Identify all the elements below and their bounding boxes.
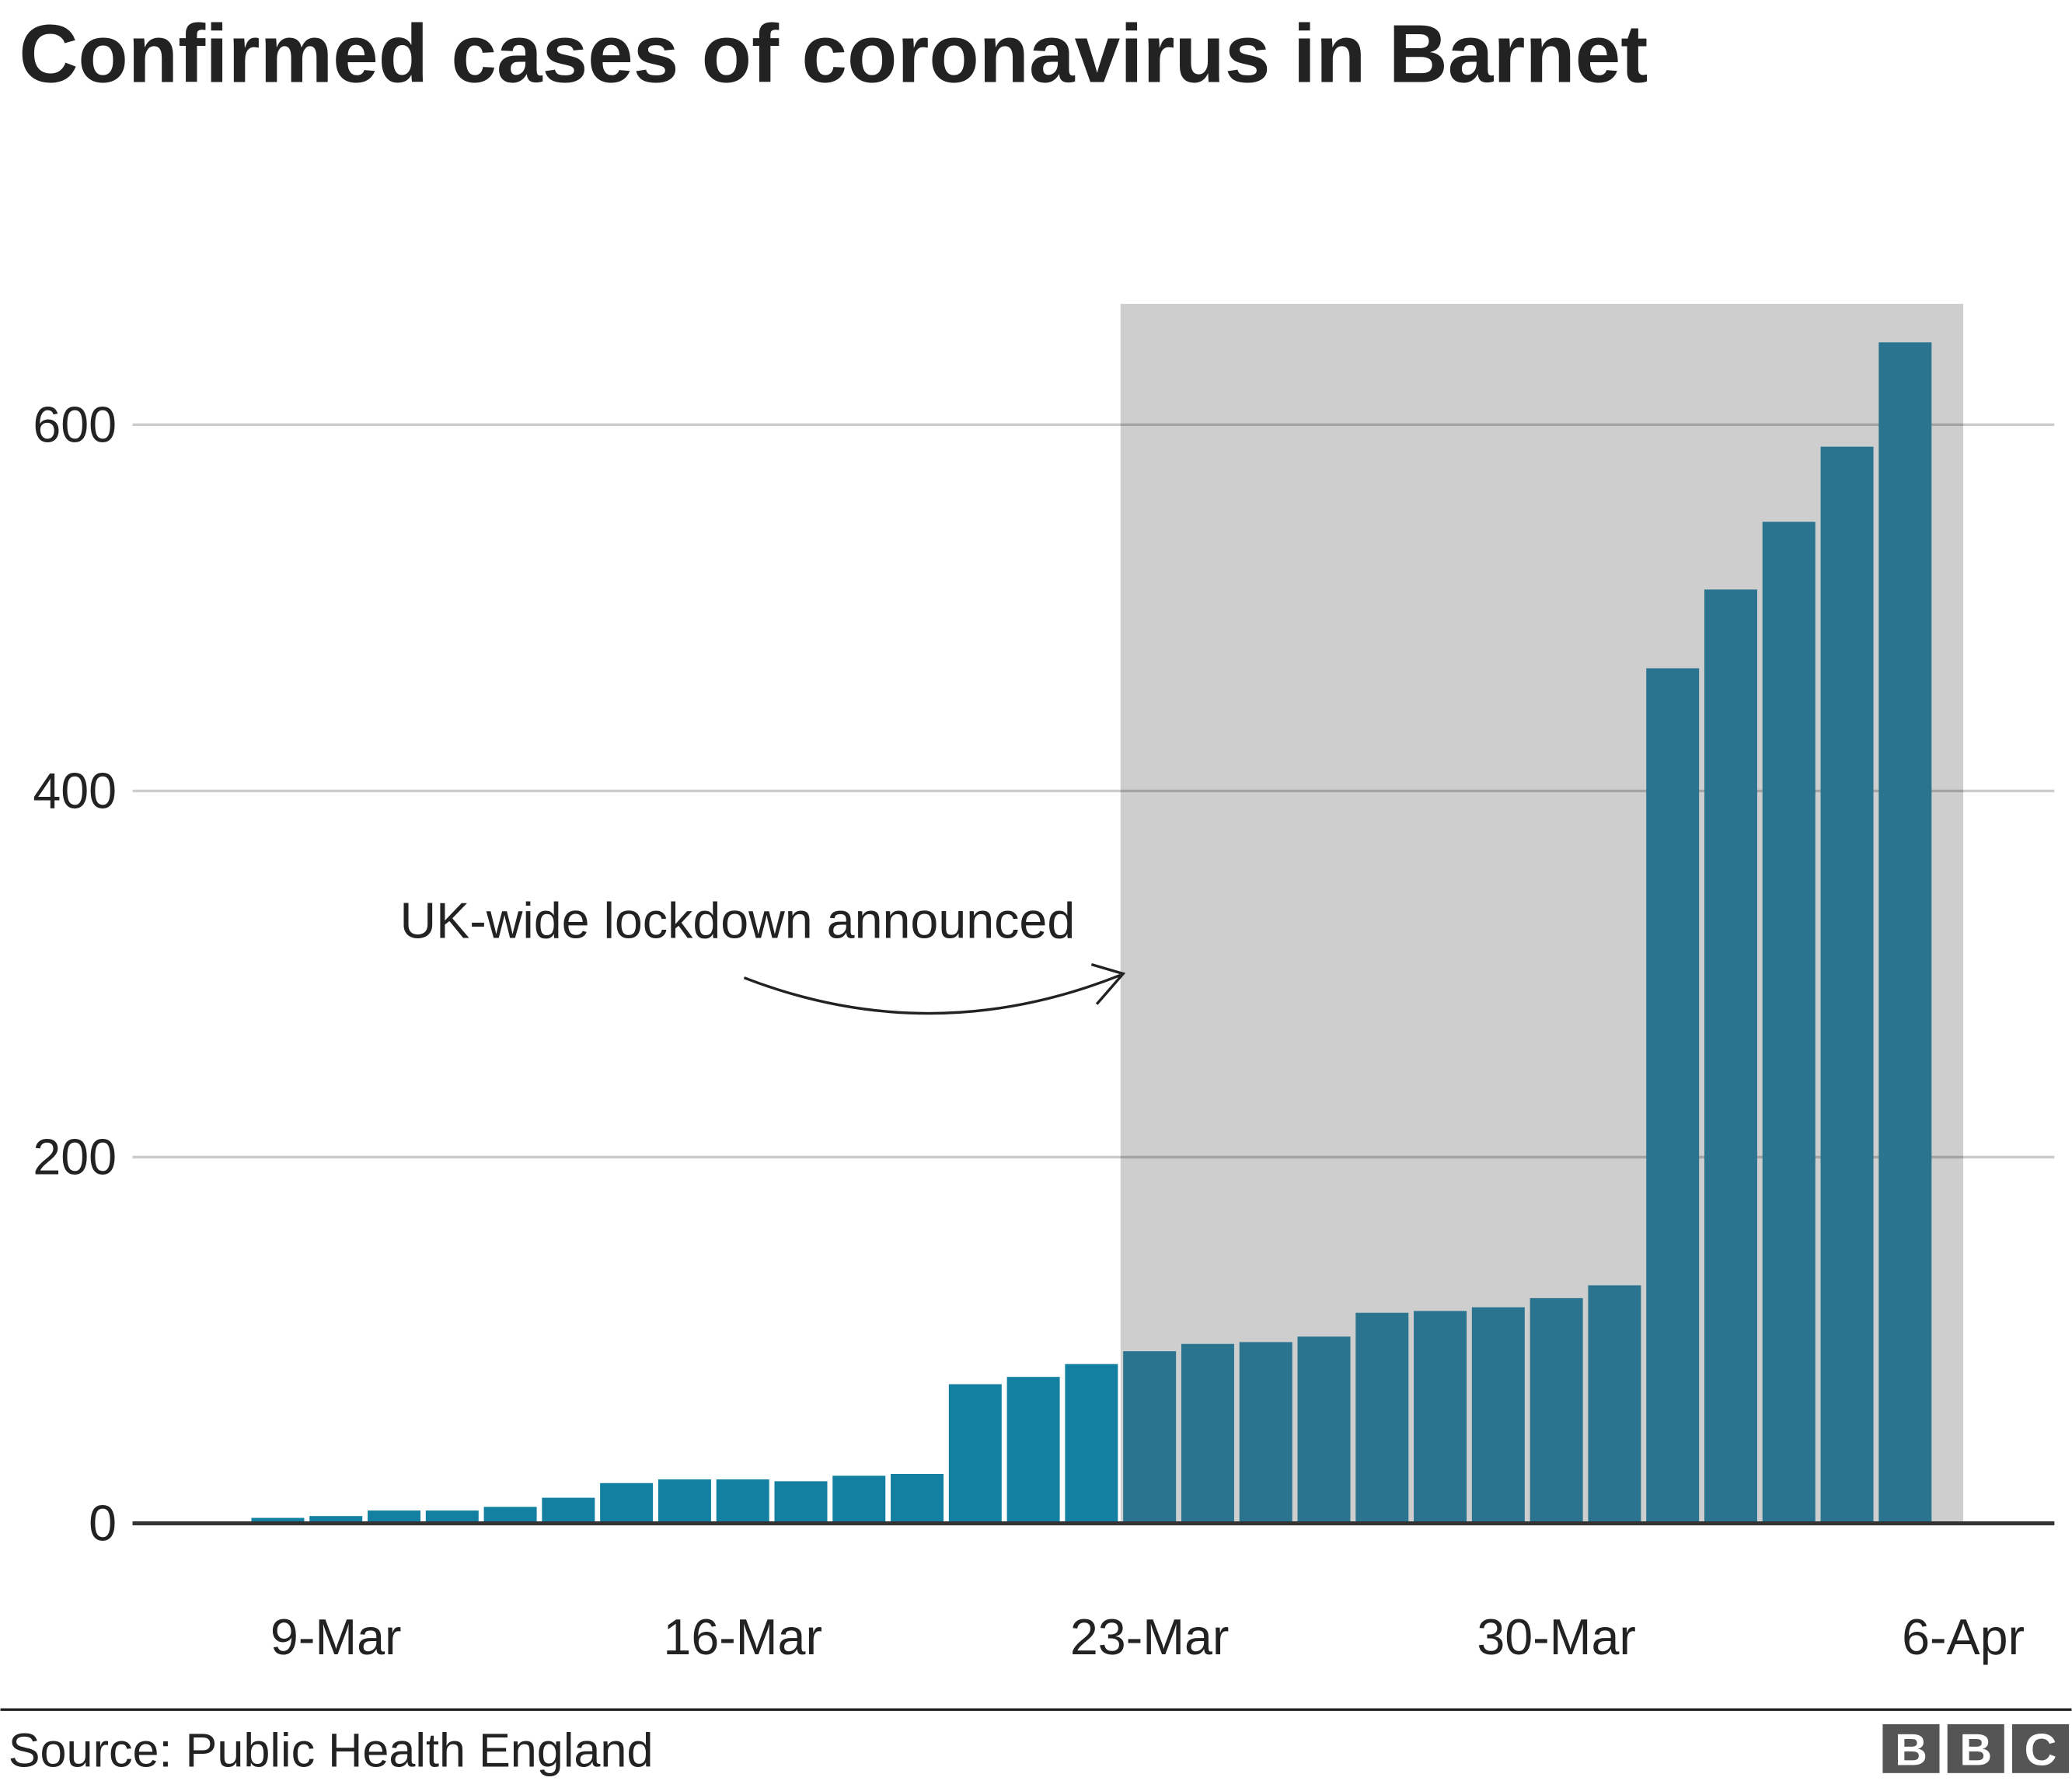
bar: [832, 1475, 886, 1524]
bar: [542, 1497, 595, 1524]
logo-letter: B: [1895, 1726, 1927, 1776]
annotation: UK-wide lockdown announced: [400, 893, 1076, 949]
y-tick-label: 400: [33, 763, 117, 819]
bar: [309, 1516, 363, 1524]
bar: [1820, 446, 1874, 1524]
bar: [1471, 1307, 1525, 1524]
bar: [1530, 1297, 1583, 1524]
bar: [1297, 1336, 1351, 1524]
bar: [600, 1482, 654, 1524]
bar: [1006, 1377, 1060, 1524]
bar: [948, 1384, 1002, 1524]
bar: [483, 1507, 537, 1524]
logo-block: [1947, 1723, 2004, 1773]
bar: [1878, 342, 1932, 1524]
bar: [1181, 1343, 1234, 1524]
bar: [716, 1479, 769, 1524]
bar: [774, 1481, 828, 1524]
x-tick-label: 6-Apr: [1902, 1609, 2025, 1665]
bar: [1704, 589, 1757, 1524]
chart-title: Confirmed cases of coronavirus in Barnet: [19, 9, 1648, 100]
bar: [1065, 1364, 1118, 1524]
arrow-head: [1090, 963, 1126, 1005]
y-tick-label: 600: [33, 396, 117, 452]
logo-block: [1882, 1723, 1940, 1773]
logo-block: [2011, 1723, 2070, 1773]
logo-letter: B: [1959, 1726, 1992, 1776]
bar: [251, 1517, 305, 1524]
bar: [1239, 1342, 1292, 1524]
x-tick-label: 9-Mar: [270, 1609, 402, 1665]
source: Source: Public Health England: [9, 1723, 654, 1776]
bar: [368, 1510, 421, 1524]
bar: [1588, 1285, 1641, 1524]
x-tick-label: 30-Mar: [1477, 1609, 1636, 1665]
y-tick-label: 0: [89, 1496, 117, 1552]
bar: [425, 1510, 479, 1524]
x-tick-label: 23-Mar: [1070, 1609, 1230, 1665]
annotation-arrow: [743, 973, 1121, 1015]
bar: [1646, 668, 1700, 1524]
logo-letter: C: [2025, 1726, 2057, 1776]
bar: [1414, 1311, 1467, 1524]
bar: [1355, 1312, 1409, 1524]
x-tick-label: 16-Mar: [663, 1609, 822, 1665]
bar: [1123, 1351, 1177, 1524]
bar: [658, 1479, 711, 1524]
bar-layer: [251, 342, 1932, 1524]
bar: [891, 1473, 944, 1524]
y-tick-label: 200: [33, 1130, 117, 1186]
bar: [1762, 522, 1816, 1524]
